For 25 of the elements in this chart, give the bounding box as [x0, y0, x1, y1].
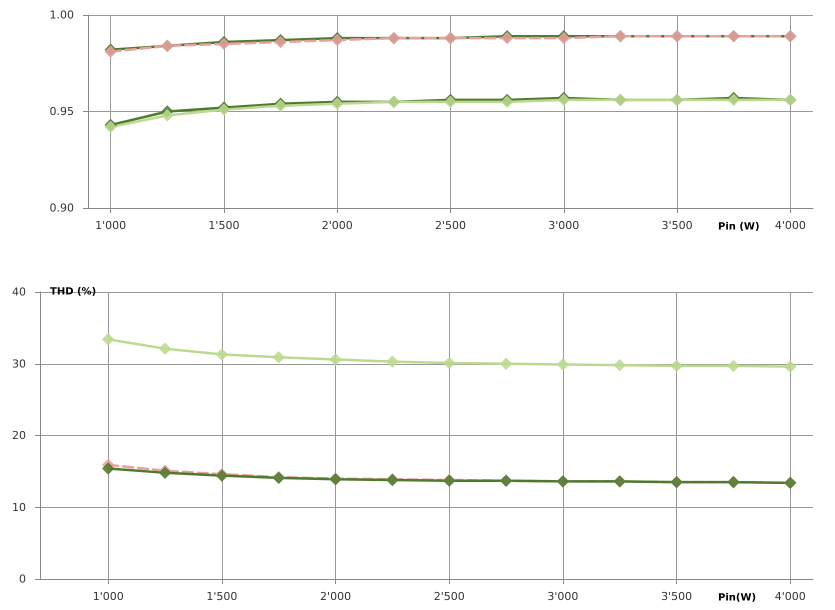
x-tick-label: 4'000 — [774, 219, 806, 232]
x-tick-label: 3'500 — [661, 590, 692, 603]
y-tick-label: 30 — [12, 357, 26, 370]
x-tick-label: 1'500 — [208, 219, 240, 232]
x-tick-label: 2'000 — [320, 590, 352, 603]
x-axis-title: Pin (W) — [718, 222, 760, 232]
y-tick-label: 0.95 — [50, 105, 74, 118]
x-tick-label: 2'500 — [434, 219, 466, 232]
x-tick-label: 3'500 — [662, 219, 693, 232]
x-tick-label: 1'000 — [95, 219, 126, 232]
y-tick-label: 0.90 — [50, 202, 74, 214]
x-tick-label: 4'000 — [774, 590, 806, 603]
x-tick-label: 3'000 — [548, 219, 580, 232]
y-tick-label: 20 — [12, 429, 26, 442]
x-tick-label: 2'500 — [434, 590, 465, 603]
x-tick-label: 1'500 — [206, 590, 238, 603]
y-tick-label: 40 — [12, 286, 26, 298]
y-tick-label: 0 — [19, 572, 26, 586]
x-axis-title: Pin(W) — [718, 592, 756, 604]
x-tick-label: 2'000 — [322, 219, 353, 232]
y-tick-label: 10 — [12, 500, 26, 514]
x-tick-label: 1'000 — [92, 590, 124, 603]
x-tick-label: 3'000 — [547, 590, 578, 603]
y-axis-title: THD (%) — [50, 286, 96, 298]
y-tick-label: 1.00 — [50, 8, 74, 22]
